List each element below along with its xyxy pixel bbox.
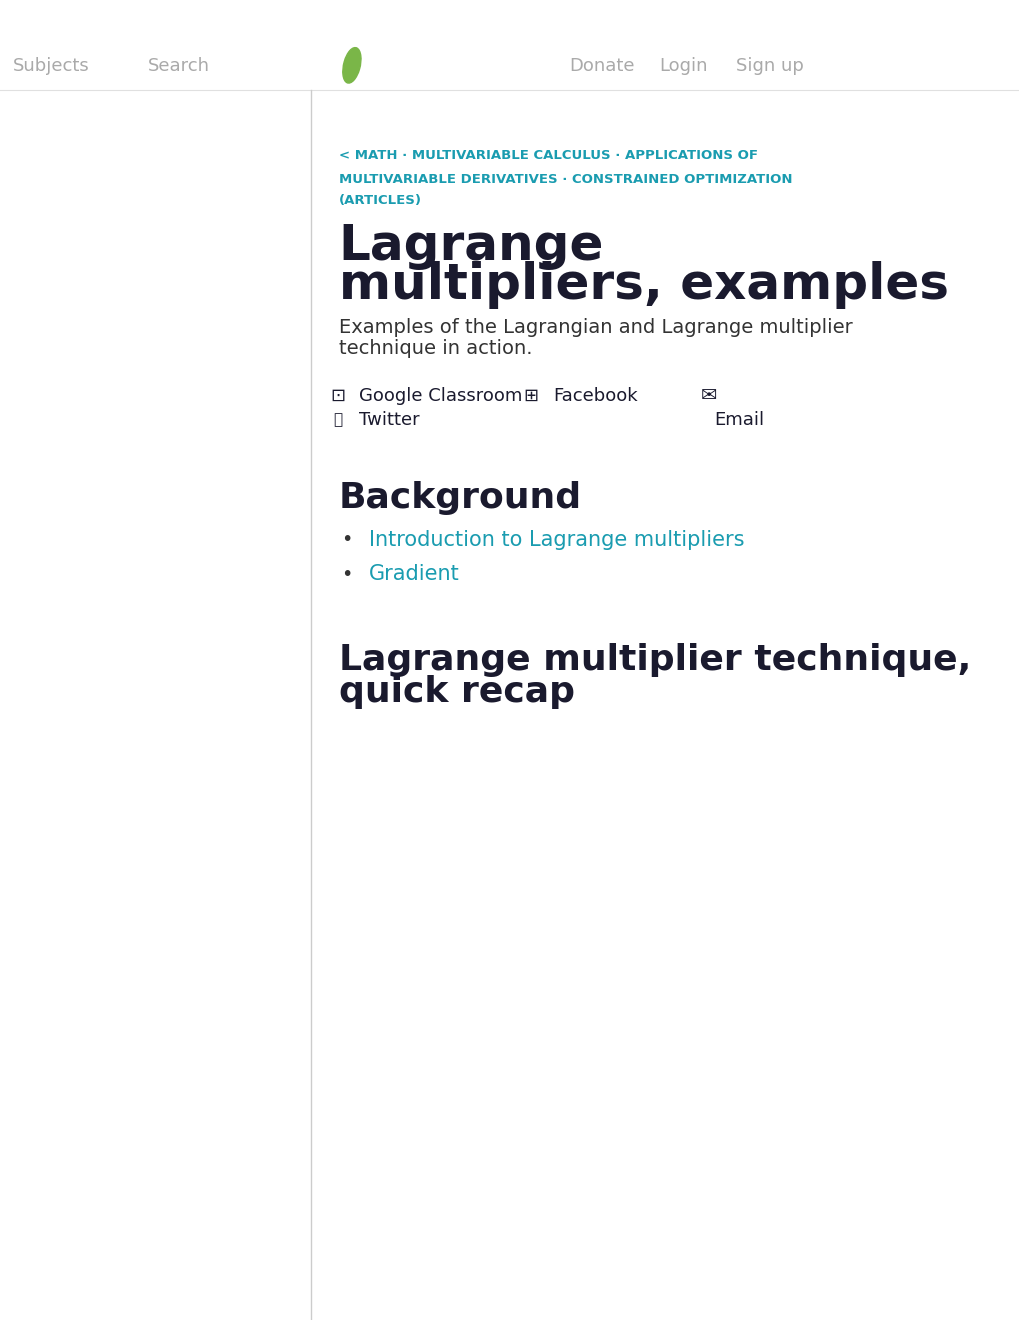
Text: 🐦: 🐦 [333,412,341,428]
Text: (ARTICLES): (ARTICLES) [338,194,421,207]
Text: Search: Search [148,57,209,75]
Text: Facebook: Facebook [552,387,637,405]
Text: •: • [340,531,353,549]
Text: Login: Login [658,57,707,75]
Text: multipliers, examples: multipliers, examples [338,261,948,309]
Text: Gradient: Gradient [369,564,460,585]
Text: Lagrange: Lagrange [338,222,603,269]
Text: Examples of the Lagrangian and Lagrange multiplier: Examples of the Lagrangian and Lagrange … [338,318,852,337]
Text: ✉: ✉ [700,387,716,405]
Text: Introduction to Lagrange multipliers: Introduction to Lagrange multipliers [369,529,744,550]
Text: •: • [340,565,353,583]
Text: Donate: Donate [569,57,634,75]
Text: ⊞: ⊞ [524,387,538,405]
Text: Google Classroom: Google Classroom [359,387,522,405]
Text: ⊡: ⊡ [330,387,344,405]
Text: Subjects: Subjects [12,57,90,75]
Ellipse shape [342,48,361,83]
Text: quick recap: quick recap [338,675,574,709]
Text: Twitter: Twitter [359,411,419,429]
Text: Email: Email [713,411,763,429]
Text: Lagrange multiplier technique,: Lagrange multiplier technique, [338,643,970,677]
Text: technique in action.: technique in action. [338,339,532,358]
Text: < MATH · MULTIVARIABLE CALCULUS · APPLICATIONS OF: < MATH · MULTIVARIABLE CALCULUS · APPLIC… [338,149,757,162]
Text: MULTIVARIABLE DERIVATIVES · CONSTRAINED OPTIMIZATION: MULTIVARIABLE DERIVATIVES · CONSTRAINED … [338,173,792,186]
Text: Sign up: Sign up [736,57,803,75]
Text: Background: Background [338,480,581,515]
